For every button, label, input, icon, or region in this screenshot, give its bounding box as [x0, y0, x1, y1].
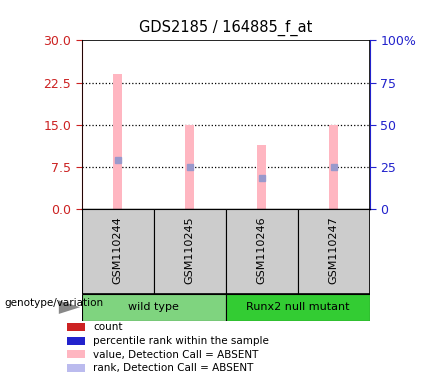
- Bar: [67, 323, 85, 331]
- Text: GSM110244: GSM110244: [113, 216, 123, 284]
- Bar: [226, 294, 370, 321]
- Text: value, Detection Call = ABSENT: value, Detection Call = ABSENT: [93, 350, 259, 360]
- Bar: [258, 144, 266, 209]
- Bar: [82, 294, 226, 321]
- Bar: [329, 125, 338, 209]
- Polygon shape: [59, 300, 80, 314]
- Text: percentile rank within the sample: percentile rank within the sample: [93, 336, 269, 346]
- Title: GDS2185 / 164885_f_at: GDS2185 / 164885_f_at: [139, 20, 313, 36]
- Bar: [82, 209, 154, 294]
- Bar: [298, 209, 370, 294]
- Bar: [67, 351, 85, 359]
- Bar: [67, 364, 85, 372]
- Text: GSM110247: GSM110247: [329, 216, 339, 284]
- Text: GSM110245: GSM110245: [185, 216, 195, 284]
- Text: wild type: wild type: [128, 302, 179, 312]
- Bar: [67, 337, 85, 345]
- Bar: [185, 125, 194, 209]
- Text: rank, Detection Call = ABSENT: rank, Detection Call = ABSENT: [93, 363, 254, 373]
- Text: genotype/variation: genotype/variation: [4, 298, 103, 308]
- Bar: [114, 74, 122, 209]
- Bar: [226, 209, 298, 294]
- Bar: [154, 209, 226, 294]
- Text: count: count: [93, 323, 123, 333]
- Text: GSM110246: GSM110246: [257, 216, 267, 284]
- Text: Runx2 null mutant: Runx2 null mutant: [246, 302, 350, 312]
